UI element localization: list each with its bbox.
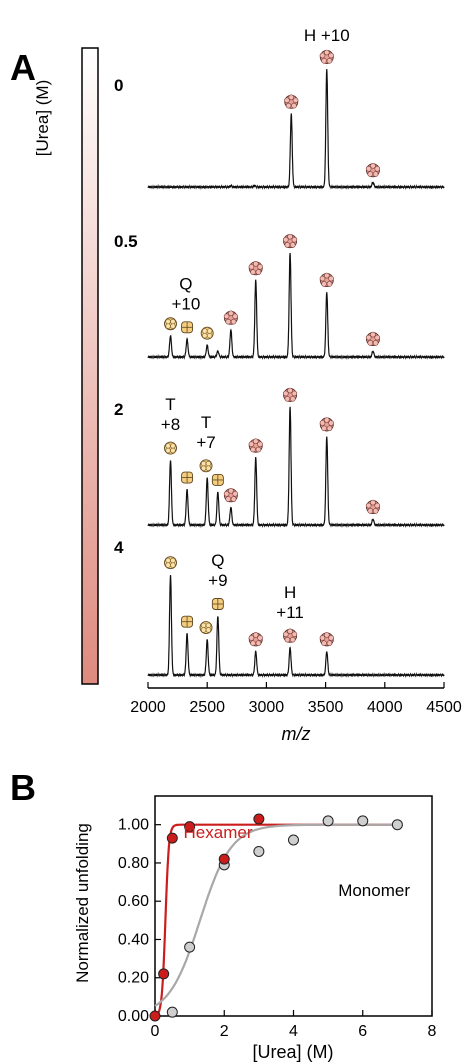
urea-colorbar — [81, 47, 99, 685]
mz-tick-label: 3000 — [249, 699, 285, 716]
spectrum-line — [147, 575, 445, 678]
mz-tick-label: 2000 — [130, 699, 166, 716]
data-point-monomer — [253, 845, 265, 857]
x-axis-label: [Urea] (M) — [253, 1042, 334, 1062]
y-tick-label: 0.20 — [118, 970, 149, 987]
hexamer-icon — [365, 331, 381, 347]
hexamer-icon — [223, 310, 238, 325]
data-point-monomer — [322, 815, 334, 827]
spectrum-line — [147, 252, 445, 360]
spectrum-label: 2 — [114, 400, 123, 419]
spectrum-1: 0.5 Q+10 — [114, 232, 445, 360]
mz-tick-label: 4500 — [426, 699, 462, 716]
unfolding-fits — [154, 823, 398, 1017]
data-point-hexamer — [166, 832, 178, 844]
legend-monomer: Monomer — [338, 881, 410, 900]
spectrum-line — [147, 69, 445, 190]
hexamer-icon — [284, 94, 299, 109]
peak-annotation: H +10 — [304, 26, 350, 45]
hexamer-icon — [282, 387, 298, 402]
peak-annotation: Q — [179, 274, 192, 293]
peak-annotation: +8 — [161, 415, 180, 434]
hexamer-icon — [282, 628, 298, 643]
data-point-hexamer — [184, 821, 196, 833]
peak-annotation: T — [165, 395, 175, 414]
peak-annotation: H — [284, 583, 296, 602]
hexamer-icon — [248, 438, 263, 453]
spectrum-2: 2 T+8 T+7 — [114, 387, 445, 528]
tetramer-icon — [164, 556, 177, 570]
colorbar-label: [Urea] (M) — [33, 80, 52, 157]
mz-axis: 2000 2500 3000 3500 4000 4500 — [130, 682, 462, 716]
x-tick-label: 4 — [289, 1023, 298, 1040]
hexamer-icon — [248, 632, 263, 647]
hexamer-icon — [365, 162, 381, 178]
panel-a-label: A — [10, 47, 36, 88]
x-tick-label: 8 — [428, 1023, 437, 1040]
y-tick-label: 0.60 — [118, 893, 149, 910]
y-tick-label: 1.00 — [118, 817, 149, 834]
data-point-hexamer — [218, 853, 230, 865]
peak-annotation: +7 — [196, 433, 215, 452]
data-point-monomer — [288, 834, 299, 846]
quartet-icon — [181, 321, 194, 334]
mz-tick-label: 2500 — [189, 699, 225, 716]
hexamer-icon — [319, 272, 334, 288]
data-point-monomer — [166, 1006, 178, 1018]
hexamer-icon — [319, 632, 334, 647]
mz-tick-label: 4000 — [367, 699, 403, 716]
data-point-monomer — [357, 815, 369, 827]
unfolding-points — [149, 813, 403, 1022]
x-tick-label: 2 — [220, 1023, 229, 1040]
unfolding-axes: 0 2 4 6 8 0.00 0.20 0.40 0.60 0.80 1.00 — [118, 817, 437, 1040]
data-point-hexamer — [149, 1010, 161, 1022]
tetramer-icon — [164, 441, 177, 455]
data-point-hexamer — [253, 813, 265, 825]
spectrum-line — [147, 406, 445, 528]
peak-annotation: T — [201, 413, 211, 432]
data-point-monomer — [184, 941, 196, 953]
tetramer-icon — [200, 326, 214, 340]
mz-axis-label: m/z — [282, 724, 311, 744]
hexamer-icon — [319, 417, 334, 432]
hexamer-icon — [248, 260, 263, 276]
mz-tick-label: 3500 — [308, 699, 344, 716]
quartet-icon — [211, 598, 224, 610]
x-tick-label: 0 — [151, 1023, 160, 1040]
quartet-icon — [181, 615, 194, 628]
legend-hexamer: Hexamer — [184, 823, 253, 842]
peak-annotation: +10 — [171, 294, 200, 313]
x-tick-label: 6 — [358, 1023, 367, 1040]
tetramer-icon — [199, 459, 213, 473]
y-tick-label: 0.40 — [118, 931, 149, 948]
spectra-stack: 0H +100.5Q+102 T+8 T+74Q+9H+11 — [114, 26, 445, 678]
hexamer-icon — [282, 233, 298, 249]
tetramer-icon — [199, 621, 213, 635]
peak-annotation: Q — [211, 551, 224, 570]
data-point-monomer — [391, 819, 403, 831]
y-tick-label: 0.80 — [118, 855, 149, 872]
hexamer-icon — [365, 499, 381, 515]
peak-annotation: +11 — [276, 603, 304, 622]
hexamer-icon — [319, 49, 334, 64]
fit-line-hexamer — [154, 823, 398, 1017]
peak-annotation: +9 — [208, 571, 227, 590]
spectrum-label: 4 — [114, 538, 124, 557]
spectrum-3: 4 Q+9 H+11 — [114, 538, 445, 678]
fit-line-monomer — [154, 823, 398, 1007]
y-axis-label: Normalized unfolding — [73, 823, 92, 983]
quartet-icon — [211, 474, 224, 486]
tetramer-icon — [164, 317, 177, 331]
hexamer-icon — [223, 487, 238, 503]
spectrum-label: 0.5 — [114, 232, 138, 251]
data-point-hexamer — [158, 968, 170, 980]
spectrum-label: 0 — [114, 76, 123, 95]
quartet-icon — [181, 471, 194, 484]
panel-b-label: B — [10, 767, 36, 808]
y-tick-label: 0.00 — [118, 1008, 149, 1025]
spectrum-0: 0 H +10 — [114, 26, 445, 190]
